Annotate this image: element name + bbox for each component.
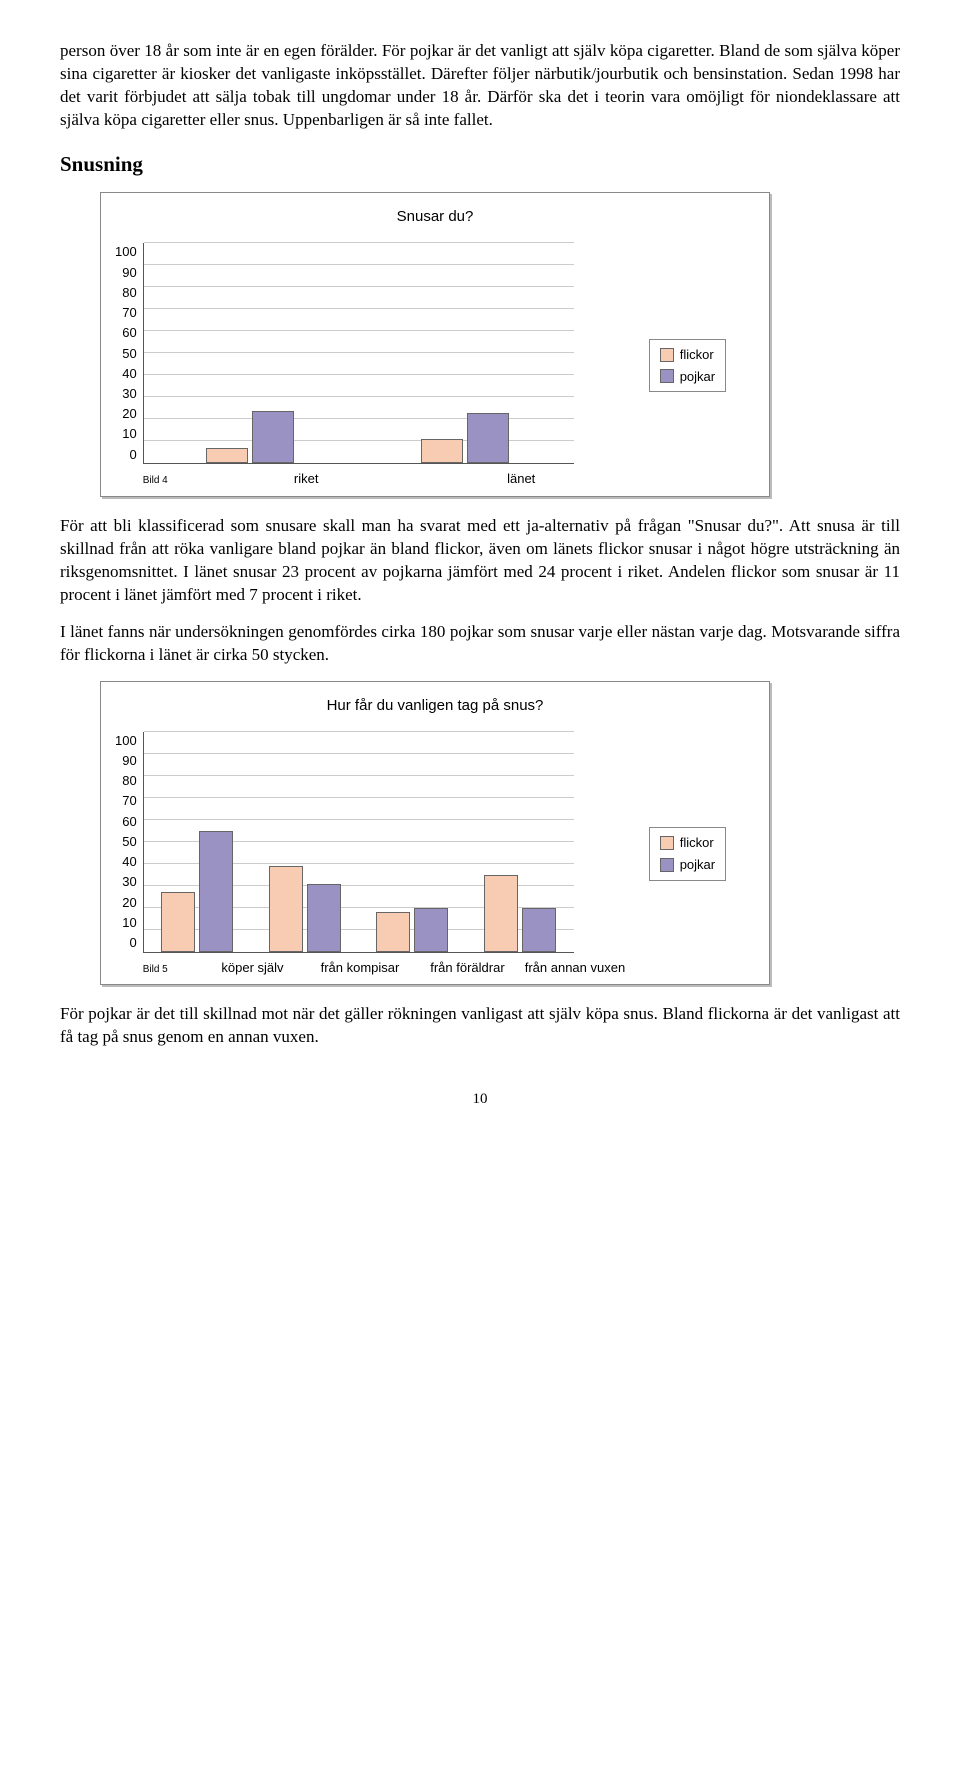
ytick-label: 70: [122, 792, 136, 810]
bar: [484, 875, 518, 952]
ytick-label: 10: [122, 425, 136, 443]
chart2-legend: flickor pojkar: [649, 827, 726, 880]
xtick-label: från kompisar: [306, 959, 414, 977]
bar-group: [269, 866, 341, 952]
ytick-label: 50: [122, 833, 136, 851]
ytick-label: 80: [122, 772, 136, 790]
ytick-label: 50: [122, 345, 136, 363]
ytick-label: 30: [122, 385, 136, 403]
ytick-label: 90: [122, 264, 136, 282]
legend-swatch: [660, 348, 674, 362]
legend-item: flickor: [660, 344, 715, 366]
legend-label: flickor: [680, 346, 714, 364]
ytick-label: 60: [122, 324, 136, 342]
chart1-xaxis: Bild 4 riketlänet: [143, 470, 629, 488]
bar: [414, 908, 448, 952]
ytick-label: 0: [129, 446, 136, 464]
page-number: 10: [60, 1089, 900, 1109]
paragraph-4: För pojkar är det till skillnad mot när …: [60, 1003, 900, 1049]
legend-label: flickor: [680, 834, 714, 852]
chart2-bild-label: Bild 5: [143, 963, 199, 977]
bar: [206, 448, 248, 463]
xtick-label: riket: [199, 470, 414, 488]
xtick-label: från föräldrar: [414, 959, 522, 977]
paragraph-1: person över 18 år som inte är en egen fö…: [60, 40, 900, 132]
chart2-xaxis: Bild 5 köper självfrån kompisarfrån förä…: [143, 959, 629, 977]
chart1-bild-label: Bild 4: [143, 474, 199, 488]
heading-snusning: Snusning: [60, 150, 900, 178]
bar: [199, 831, 233, 952]
ytick-label: 10: [122, 914, 136, 932]
chart1-legend: flickor pojkar: [649, 339, 726, 392]
legend-item: pojkar: [660, 854, 715, 876]
chart1-title: Snusar du?: [115, 207, 755, 227]
chart-snusar-du: Snusar du? 1009080706050403020100 Bild 4…: [100, 192, 770, 497]
legend-item: flickor: [660, 832, 715, 854]
bar: [421, 439, 463, 463]
legend-label: pojkar: [680, 856, 715, 874]
ytick-label: 0: [129, 934, 136, 952]
ytick-label: 20: [122, 405, 136, 423]
ytick-label: 100: [115, 732, 137, 750]
chart2-title: Hur får du vanligen tag på snus?: [115, 696, 755, 716]
bar: [376, 912, 410, 952]
ytick-label: 40: [122, 853, 136, 871]
bar-group: [484, 875, 556, 952]
bar: [161, 892, 195, 951]
ytick-label: 100: [115, 243, 137, 261]
bar: [307, 884, 341, 952]
bar: [467, 413, 509, 464]
bar-group: [161, 831, 233, 952]
ytick-label: 20: [122, 894, 136, 912]
legend-item: pojkar: [660, 366, 715, 388]
bar-group: [206, 411, 294, 464]
chart2-plot: [143, 732, 574, 953]
xtick-label: köper själv: [199, 959, 307, 977]
paragraph-2: För att bli klassificerad som snusare sk…: [60, 515, 900, 607]
legend-swatch: [660, 836, 674, 850]
ytick-label: 70: [122, 304, 136, 322]
xtick-label: från annan vuxen: [521, 959, 629, 977]
ytick-label: 40: [122, 365, 136, 383]
legend-swatch: [660, 858, 674, 872]
legend-swatch: [660, 369, 674, 383]
paragraph-3: I länet fanns när undersökningen genomfö…: [60, 621, 900, 667]
bar-group: [376, 908, 448, 952]
chart1-yaxis: 1009080706050403020100: [115, 243, 143, 463]
bar: [522, 908, 556, 952]
chart1-plot: [143, 243, 574, 464]
chart2-yaxis: 1009080706050403020100: [115, 732, 143, 952]
ytick-label: 60: [122, 813, 136, 831]
xtick-label: länet: [414, 470, 629, 488]
ytick-label: 30: [122, 873, 136, 891]
ytick-label: 80: [122, 284, 136, 302]
chart-tag-pa-snus: Hur får du vanligen tag på snus? 1009080…: [100, 681, 770, 986]
bar-group: [421, 413, 509, 464]
ytick-label: 90: [122, 752, 136, 770]
legend-label: pojkar: [680, 368, 715, 386]
bar: [252, 411, 294, 464]
bar: [269, 866, 303, 952]
